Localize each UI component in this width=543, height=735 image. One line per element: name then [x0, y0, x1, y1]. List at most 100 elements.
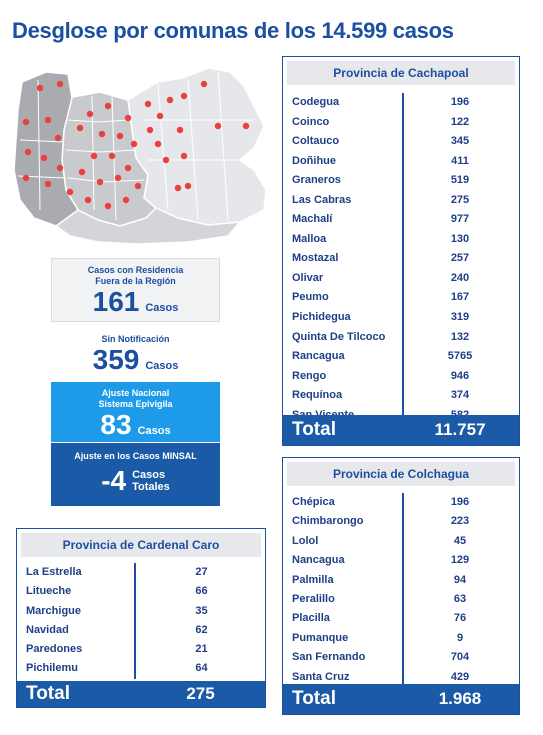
cardenal-caro-total-row: Total 275	[17, 681, 265, 707]
comuna-name: La Estrella	[26, 566, 82, 578]
comuna-cases: 196	[450, 496, 470, 508]
comuna-cases: 196	[450, 96, 470, 108]
comuna-name: Olivar	[292, 271, 324, 284]
comuna-name: Mostazal	[292, 252, 339, 265]
ajuste-nacional-label-2: Sistema Epivigila	[98, 399, 173, 409]
residencia-label-2: Fuera de la Región	[95, 276, 176, 286]
colchagua-total-value: 1.968	[438, 689, 482, 708]
comuna-cases: 374	[450, 389, 470, 402]
column-divider	[402, 493, 404, 687]
table-row: Pichidegua 319	[283, 308, 519, 328]
comuna-name: Peralillo	[292, 592, 335, 605]
table-row: Peralillo 63	[283, 590, 519, 609]
comuna-name: Las Cabras	[292, 193, 352, 206]
comuna-name: Pichidegua	[292, 311, 351, 324]
cardenal-caro-table: Provincia de Cardenal Caro La Estrella 27…	[16, 528, 266, 708]
region-map-icon	[13, 67, 267, 245]
ajuste-nacional-box: Ajuste Nacional Sistema Epivigila 83 Cas…	[51, 382, 220, 442]
table-row: Graneros 519	[283, 171, 519, 191]
comuna-cases: 345	[450, 135, 470, 148]
table-row: Coltauco 345	[283, 132, 519, 152]
table-row: Santa Cruz 429	[283, 668, 519, 687]
comuna-cases: 63	[453, 592, 467, 605]
table-row: Navidad 62	[17, 621, 265, 640]
comuna-cases: 519	[450, 174, 470, 187]
cardenal-caro-total-label: Total	[26, 683, 70, 704]
comuna-cases: 275	[450, 193, 470, 206]
comuna-name: Pumanque	[292, 631, 349, 644]
table-row: Rengo 946	[283, 367, 519, 387]
sin-notificacion-unit: Casos	[145, 360, 179, 372]
comuna-cases: 946	[450, 369, 470, 382]
sin-notificacion-label: Sin Notificación	[101, 334, 170, 344]
comuna-name: Santa Cruz	[292, 670, 350, 683]
comuna-name: Machalí	[292, 213, 333, 226]
comuna-name: Rengo	[292, 369, 327, 382]
comuna-cases: 94	[453, 573, 467, 586]
cachapoal-total-value: 11.757	[434, 420, 486, 439]
ajuste-minsal-label: Ajuste en los Casos MINSAL	[74, 451, 197, 461]
table-row: Doñihue 411	[283, 152, 519, 172]
ajuste-minsal-value: -4	[101, 465, 127, 496]
comuna-cases: 704	[450, 651, 470, 664]
comuna-cases: 64	[195, 662, 208, 675]
map-region-south	[54, 207, 242, 245]
comuna-name: Navidad	[26, 623, 69, 636]
residencia-box: Casos con Residencia Fuera de la Región …	[51, 258, 220, 322]
comuna-cases: 21	[195, 643, 208, 656]
table-row: Pumanque 9	[283, 629, 519, 648]
comuna-cases: 130	[450, 232, 470, 245]
table-row: La Estrella 27	[17, 563, 265, 582]
comuna-name: Palmilla	[292, 573, 334, 586]
page-title: Desglose por comunas de los 14.599 casos	[12, 18, 454, 43]
cachapoal-total-label: Total	[292, 419, 336, 440]
comuna-cases: 429	[450, 670, 470, 683]
cachapoal-rows: Codegua 196 Coinco 122 Coltauco 345 Doñihue 411…	[283, 93, 519, 426]
comuna-cases: 411	[451, 154, 469, 167]
comuna-name: Peumo	[292, 291, 329, 304]
colchagua-table: Provincia de Colchagua Chépica 196 Chimbar…	[282, 457, 520, 715]
table-row: Litueche 66	[17, 582, 265, 601]
comuna-cases: 257	[450, 252, 470, 265]
comuna-cases: 5765	[447, 350, 473, 363]
comuna-name: Chépica	[292, 496, 335, 508]
comuna-cases: 129	[450, 554, 470, 567]
table-row: Pichilemu 64	[17, 659, 265, 678]
comuna-name: Placilla	[292, 612, 330, 625]
comuna-name: Requínoa	[292, 389, 343, 402]
comuna-cases: 9	[456, 631, 464, 644]
comuna-cases: 45	[453, 534, 467, 547]
comuna-name: Quinta De Tilcoco	[292, 330, 386, 343]
table-row: Lolol 45	[283, 532, 519, 551]
comuna-cases: 977	[450, 213, 470, 226]
table-row: Requínoa 374	[283, 386, 519, 406]
sin-notificacion-value: 359	[92, 344, 140, 375]
location-pins	[22, 80, 250, 210]
table-row: Coinco 122	[283, 113, 519, 133]
sin-notificacion-box: Sin Notificación 359 Casos	[51, 328, 220, 380]
ajuste-nacional-value: 83	[100, 409, 132, 440]
table-row: Codegua 196	[283, 93, 519, 113]
comuna-cases: 27	[195, 566, 208, 578]
table-row: Machalí 977	[283, 210, 519, 230]
comuna-name: Litueche	[26, 585, 72, 598]
colchagua-title: Provincia de Colchagua	[287, 462, 515, 486]
table-row: Peumo 167	[283, 288, 519, 308]
cachapoal-title: Provincia de Cachapoal	[287, 61, 515, 85]
table-row: Las Cabras 275	[283, 191, 519, 211]
comuna-name: Graneros	[292, 174, 341, 187]
ajuste-minsal-unit-1: Casos	[132, 469, 166, 481]
colchagua-total-row: Total 1.968	[283, 684, 519, 714]
comuna-name: Marchigue	[26, 604, 82, 617]
cardenal-caro-rows: La Estrella 27 Litueche 66 Marchigue 35 Navida…	[17, 563, 265, 679]
ajuste-minsal-unit-2: Totales	[132, 481, 170, 493]
ajuste-nacional-label-1: Ajuste Nacional	[101, 388, 170, 398]
comuna-name: Pichilemu	[26, 662, 78, 675]
table-row: Mostazal 257	[283, 249, 519, 269]
comuna-cases: 167	[450, 291, 470, 304]
column-divider	[402, 93, 404, 426]
table-row: Quinta De Tilcoco 132	[283, 328, 519, 348]
comuna-cases: 132	[450, 330, 470, 343]
ajuste-nacional-unit: Casos	[137, 425, 171, 437]
cachapoal-total-row: Total 11.757	[283, 415, 519, 445]
